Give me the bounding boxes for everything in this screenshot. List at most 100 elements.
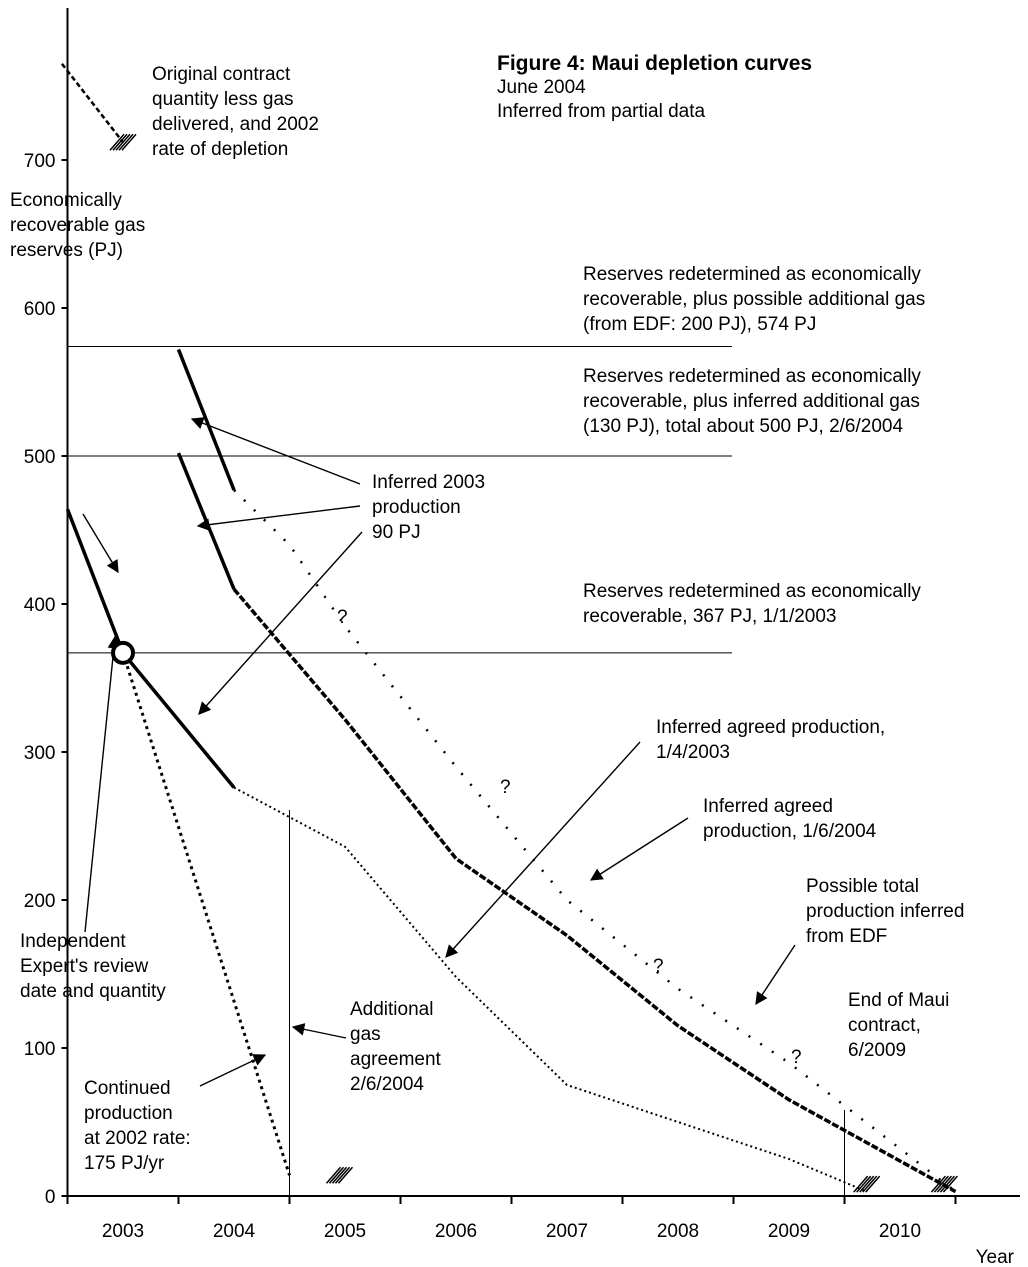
x-tick-label: 2008 <box>657 1221 699 1242</box>
ref-574-label-3: (from EDF: 200 PJ), 574 PJ <box>583 314 816 335</box>
annotation-arrow <box>199 1054 267 1087</box>
series-line-3 <box>176 348 236 491</box>
annotation-arrow <box>755 944 796 1006</box>
series-line-7 <box>121 652 291 1176</box>
end-hatch <box>933 1175 949 1193</box>
question-mark-4: ? <box>791 1047 802 1068</box>
y-tick-label: 0 <box>45 1187 56 1208</box>
continued-label-1: Continued <box>84 1078 171 1099</box>
x-tick-label: 2010 <box>879 1221 921 1242</box>
x-tick-label: 2006 <box>435 1221 477 1242</box>
end-hatch <box>337 1166 354 1184</box>
continued-label-3: at 2002 rate: <box>84 1128 191 1149</box>
review-marker <box>111 640 135 665</box>
y-axis-label-line-3: reserves (PJ) <box>10 240 123 261</box>
continued-label-2: production <box>84 1103 173 1124</box>
ref-367-label-2: recoverable, 367 PJ, 1/1/2003 <box>583 606 837 627</box>
chart-subtitle-date: June 2004 <box>497 77 586 98</box>
question-mark-3: ? <box>653 956 664 977</box>
end-hatch <box>936 1175 952 1193</box>
agreed-2004-label-1: Inferred agreed <box>703 796 833 817</box>
end-hatch <box>112 133 128 151</box>
additional-gas-label-4: 2/6/2004 <box>350 1074 424 1095</box>
additional-gas-label-1: Additional <box>350 999 433 1020</box>
inferred-2003-label-1: Inferred 2003 <box>372 472 485 493</box>
end-hatch <box>109 133 125 151</box>
axes: 0 100 200 300 400 500 600 700 2003 2004 2005 2006 20… <box>24 8 1020 1242</box>
annotation-arrow <box>445 741 641 958</box>
series-line-4 <box>232 588 957 1194</box>
series-line-8 <box>60 63 124 144</box>
annotation-arrow <box>190 417 361 485</box>
end-hatch <box>325 1166 342 1184</box>
x-tick-label: 2007 <box>546 1221 588 1242</box>
x-tick-label: 2005 <box>324 1221 366 1242</box>
annotation-arrow <box>589 817 689 881</box>
ref-500-label-1: Reserves redetermined as economically <box>583 366 921 387</box>
ref-574-label-1: Reserves redetermined as economically <box>583 264 921 285</box>
end-hatch <box>331 1166 348 1184</box>
annotation-arrow <box>84 635 121 933</box>
end-hatch <box>942 1175 958 1193</box>
end-hatch <box>862 1175 878 1193</box>
y-tick-label: 700 <box>24 151 56 172</box>
y-tick-label: 100 <box>24 1039 56 1060</box>
series-line-5 <box>233 786 868 1193</box>
inferred-2003-label-2: production <box>372 497 461 518</box>
ref-500-label-2: recoverable, plus inferred additional ga… <box>583 391 920 412</box>
end-hatch <box>115 133 131 151</box>
end-contract-label-3: 6/2009 <box>848 1040 906 1061</box>
y-tick-label: 500 <box>24 447 56 468</box>
annotation-arrow <box>198 531 363 715</box>
end-contract-label-1: End of Maui <box>848 990 949 1011</box>
end-hatch <box>939 1175 955 1193</box>
series-line-1 <box>65 508 236 789</box>
end-hatch <box>853 1175 869 1193</box>
y-axis-label-line-1: Economically <box>10 190 122 211</box>
y-tick-label: 400 <box>24 595 56 616</box>
agreed-2004-label-2: production, 1/6/2004 <box>703 821 877 842</box>
possible-label-2: production inferred <box>806 901 964 922</box>
y-tick-label: 600 <box>24 299 56 320</box>
ref-367-label-1: Reserves redetermined as economically <box>583 581 921 602</box>
possible-label-1: Possible total <box>806 876 919 897</box>
additional-gas-label-3: agreement <box>350 1049 442 1070</box>
ref-574-label-2: recoverable, plus possible additional ga… <box>583 289 925 310</box>
annotation-arrow <box>82 513 119 574</box>
y-tick-label: 200 <box>24 891 56 912</box>
x-axis-label: Year <box>976 1247 1015 1267</box>
end-hatch <box>865 1175 881 1193</box>
annotation-arrow <box>291 1023 347 1039</box>
marker-label-1: Independent <box>20 931 126 952</box>
series-group <box>60 63 958 1194</box>
end-hatch <box>859 1175 875 1193</box>
question-mark-2: ? <box>500 777 511 798</box>
possible-label-3: from EDF <box>806 926 887 947</box>
additional-gas-label-2: gas <box>350 1024 381 1045</box>
ref-500-label-3: (130 PJ), total about 500 PJ, 2/6/2004 <box>583 416 903 437</box>
x-tick-label: 2003 <box>102 1221 144 1242</box>
end-hatch <box>334 1166 351 1184</box>
agreed-2003-label-1: Inferred agreed production, <box>656 717 885 738</box>
end-hatch <box>856 1175 872 1193</box>
end-hatch <box>118 133 134 151</box>
annotation-arrows <box>82 417 796 1087</box>
original-label-4: rate of depletion <box>152 139 288 160</box>
continued-label-4: 175 PJ/yr <box>84 1153 165 1174</box>
chart-subtitle-note: Inferred from partial data <box>497 101 705 122</box>
marker-label-3: date and quantity <box>20 981 166 1002</box>
question-mark-1: ? <box>337 607 348 628</box>
marker-label-2: Expert's review <box>20 956 149 977</box>
y-axis-label-line-2: recoverable gas <box>10 215 145 236</box>
chart-title: Figure 4: Maui depletion curves <box>497 52 812 75</box>
x-tick-label: 2009 <box>768 1221 810 1242</box>
end-contract-label-2: contract, <box>848 1015 921 1036</box>
annotation-arrow <box>196 505 361 531</box>
original-label-1: Original contract <box>152 64 291 85</box>
x-tick-label: 2004 <box>213 1221 256 1242</box>
inferred-2003-label-3: 90 PJ <box>372 522 421 543</box>
agreed-2003-label-2: 1/4/2003 <box>656 742 730 763</box>
original-label-2: quantity less gas <box>152 89 294 110</box>
y-tick-label: 300 <box>24 743 56 764</box>
